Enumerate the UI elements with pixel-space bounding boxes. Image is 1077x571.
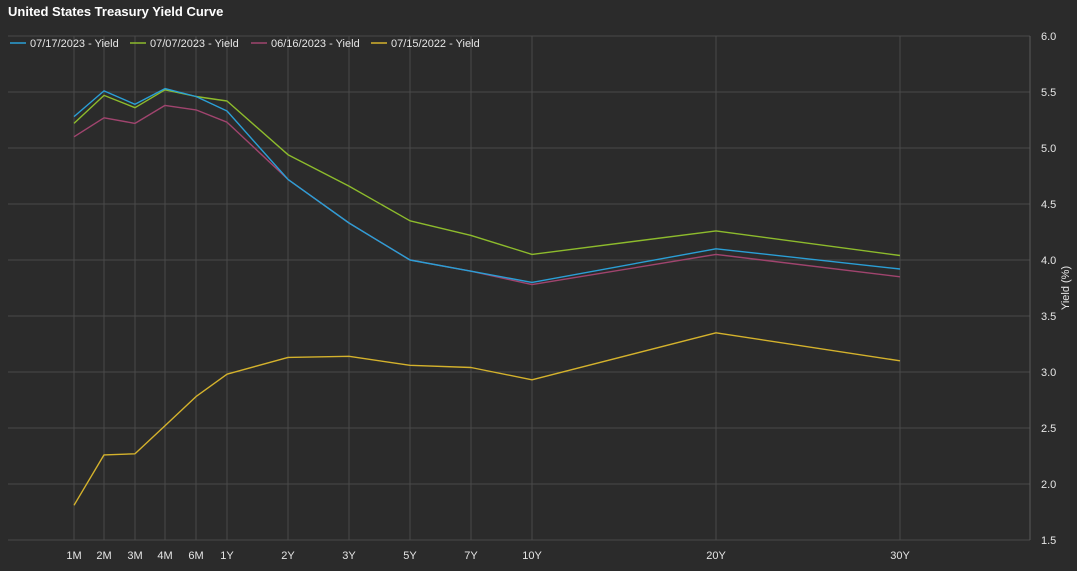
series-line — [73, 332, 901, 506]
y-tick-label: 3.5 — [1041, 311, 1056, 323]
grid-layer — [8, 35, 1030, 541]
x-tick-label: 5Y — [403, 550, 417, 562]
x-tick-label: 10Y — [522, 550, 542, 562]
y-tick-label: 1.5 — [1041, 535, 1056, 547]
y-tick-label: 3.0 — [1041, 367, 1056, 379]
series-line — [73, 87, 901, 284]
axis-layer: 6.0 5.5 5.0 4.5 4.0 3.5 3.0 2.5 2.0 1.5 1M 2M 3M 4M 6M… — [66, 31, 1072, 562]
chart-title: United States Treasury Yield Curve — [8, 4, 224, 19]
x-tick-label: 7Y — [464, 550, 478, 562]
x-tick-label: 3Y — [342, 550, 356, 562]
x-tick-label: 2Y — [281, 550, 295, 562]
x-tick-label: 3M — [127, 550, 142, 562]
series-layer — [73, 87, 901, 506]
legend-label: 06/16/2023 - Yield — [271, 38, 360, 50]
y-tick-label: 5.5 — [1041, 87, 1056, 99]
y-tick-label: 5.0 — [1041, 143, 1056, 155]
x-tick-label: 1Y — [220, 550, 234, 562]
x-tick-label: 1M — [66, 550, 81, 562]
legend-label: 07/07/2023 - Yield — [150, 38, 239, 50]
legend-layer: 07/17/2023 - Yield 07/07/2023 - Yield 06/1… — [10, 38, 480, 50]
y-tick-label: 4.0 — [1041, 255, 1056, 267]
x-tick-label: 4M — [157, 550, 172, 562]
x-tick-label: 20Y — [706, 550, 726, 562]
y-tick-label: 6.0 — [1041, 31, 1056, 43]
x-tick-label: 30Y — [890, 550, 910, 562]
series-line — [73, 104, 901, 286]
legend-label: 07/17/2023 - Yield — [30, 38, 119, 50]
y-tick-label: 2.0 — [1041, 479, 1056, 491]
y-tick-label: 4.5 — [1041, 199, 1056, 211]
series-line — [73, 89, 901, 257]
x-tick-label: 2M — [96, 550, 111, 562]
legend-label: 07/15/2022 - Yield — [391, 38, 480, 50]
y-tick-label: 2.5 — [1041, 423, 1056, 435]
y-axis-label: Yield (%) — [1060, 266, 1072, 310]
x-tick-label: 6M — [188, 550, 203, 562]
